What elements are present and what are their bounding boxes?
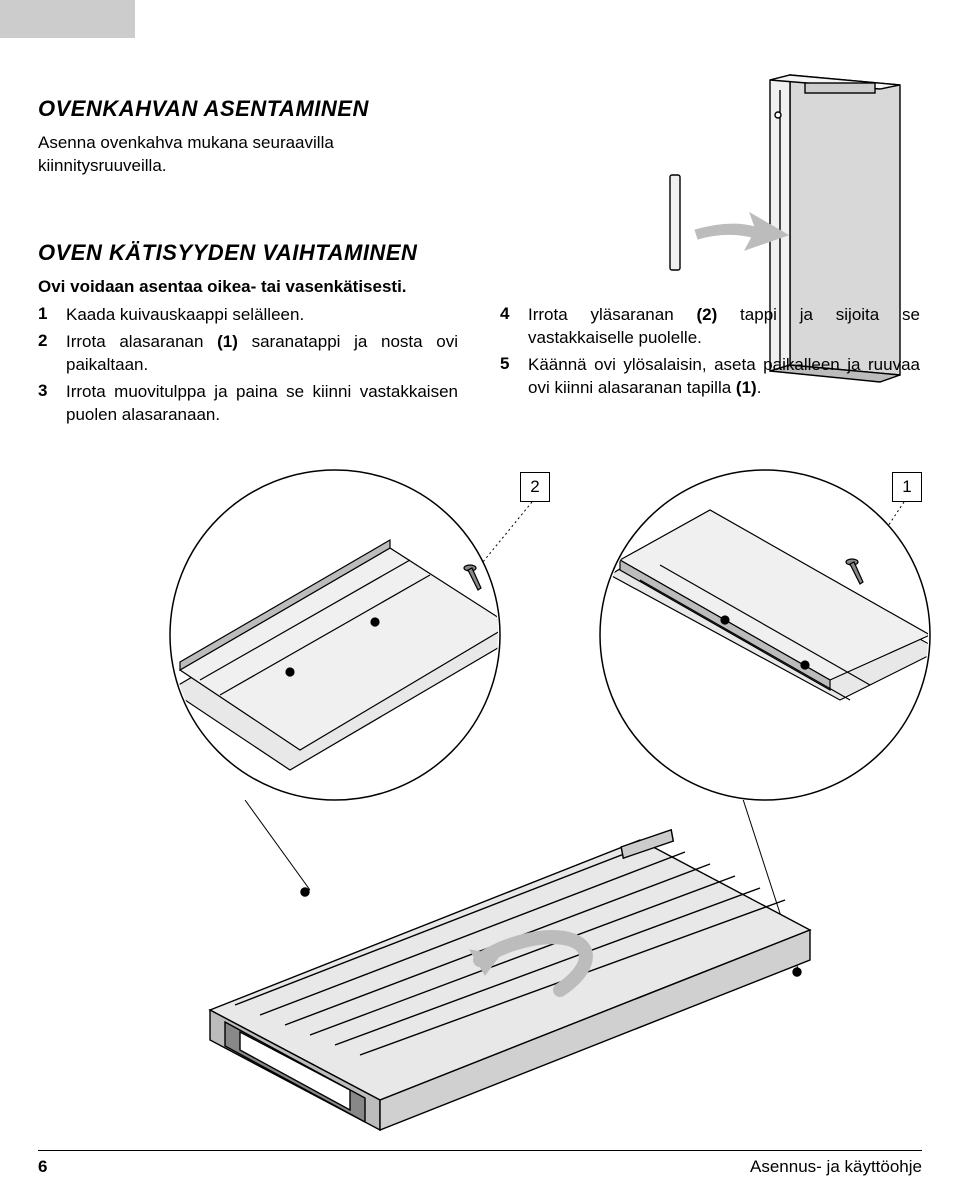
footer-page-number: 6 (38, 1157, 47, 1177)
header-bar (0, 0, 135, 38)
step-text: Kaada kuivauskaappi selälleen. (66, 304, 304, 327)
step-1: 1 Kaada kuivauskaappi selälleen. (38, 304, 458, 327)
step-text: Käännä ovi ylösalaisin, aseta paikalleen… (528, 354, 920, 400)
step-2: 2 Irrota alasaranan (1) saranatappi ja n… (38, 331, 458, 377)
step-text: Irrota yläsaranan (2) tappi ja sijoita s… (528, 304, 920, 350)
step-3: 3 Irrota muovitulppa ja paina se kiinni … (38, 381, 458, 427)
detail-circles (140, 440, 940, 820)
step-number: 1 (38, 304, 66, 327)
step-text: Irrota alasaranan (1) saranatappi ja nos… (66, 331, 458, 377)
step-number: 2 (38, 331, 66, 377)
page: OVENKAHVAN ASENTAMINEN Asenna ovenkahva … (0, 0, 960, 1199)
footer-label: Asennus- ja käyttöohje (750, 1157, 922, 1177)
step-text: Irrota muovitulppa ja paina se kiinni va… (66, 381, 458, 427)
section2-title: OVEN KÄTISYYDEN VAIHTAMINEN (38, 240, 417, 266)
step-number: 3 (38, 381, 66, 427)
section2-subtitle: Ovi voidaan asentaa oikea- tai vasenkäti… (38, 276, 458, 299)
section1-title: OVENKAHVAN ASENTAMINEN (38, 96, 369, 122)
section1-body: Asenna ovenkahva mukana seuraavilla kiin… (38, 132, 458, 178)
step-number: 4 (500, 304, 528, 350)
step-number: 5 (500, 354, 528, 400)
footer-rule (38, 1150, 922, 1151)
step-5: 5 Käännä ovi ylösalaisin, aseta paikalle… (500, 354, 920, 400)
bottom-iso-diagram (140, 800, 840, 1150)
steps-right: 4 Irrota yläsaranan (2) tappi ja sijoita… (500, 304, 920, 404)
step-4: 4 Irrota yläsaranan (2) tappi ja sijoita… (500, 304, 920, 350)
steps-left: 1 Kaada kuivauskaappi selälleen. 2 Irrot… (38, 304, 458, 431)
